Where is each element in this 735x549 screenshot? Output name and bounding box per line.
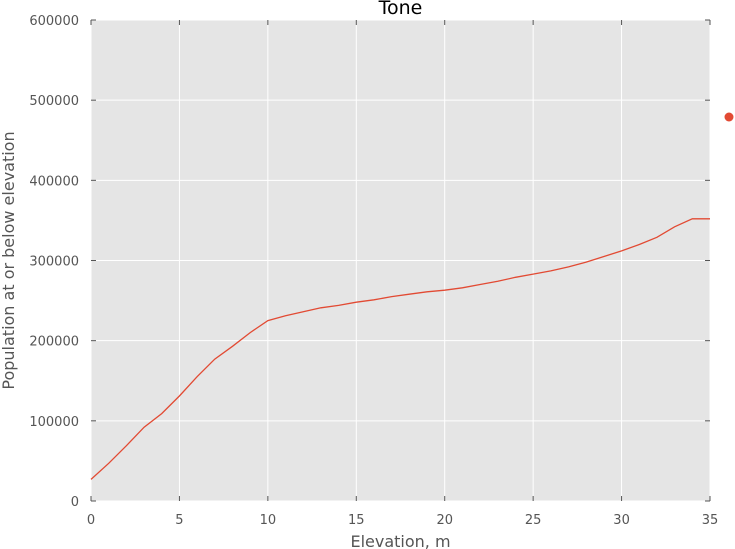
y-tick-labels: 0 100000 200000 300000 400000 500000 600000 [29, 14, 79, 510]
legend-marker [724, 112, 734, 122]
y-tick-label: 200000 [29, 335, 79, 350]
axis-ticks [90, 19, 711, 502]
y-tick-label: 0 [71, 495, 79, 510]
population-series-line [90, 218, 710, 480]
x-tick-label: 0 [87, 513, 95, 528]
y-tick-label: 600000 [29, 14, 79, 29]
x-tick-label: 30 [613, 513, 630, 528]
x-axis-title: Elevation, m [350, 532, 450, 549]
x-tick-label: 15 [348, 513, 365, 528]
x-tick-labels: 0 5 10 15 20 25 30 35 [87, 513, 718, 528]
y-tick-label: 400000 [29, 174, 79, 189]
x-tick-label: 35 [702, 513, 719, 528]
y-tick-label: 300000 [29, 255, 79, 270]
x-tick-label: 10 [260, 513, 277, 528]
chart-title: Tone [378, 0, 423, 19]
x-tick-label: 25 [525, 513, 542, 528]
x-tick-label: 20 [436, 513, 453, 528]
y-tick-label: 100000 [29, 415, 79, 430]
x-tick-label: 5 [175, 513, 183, 528]
y-axis-title: Population at or below elevation [0, 131, 18, 389]
y-tick-label: 500000 [29, 94, 79, 109]
